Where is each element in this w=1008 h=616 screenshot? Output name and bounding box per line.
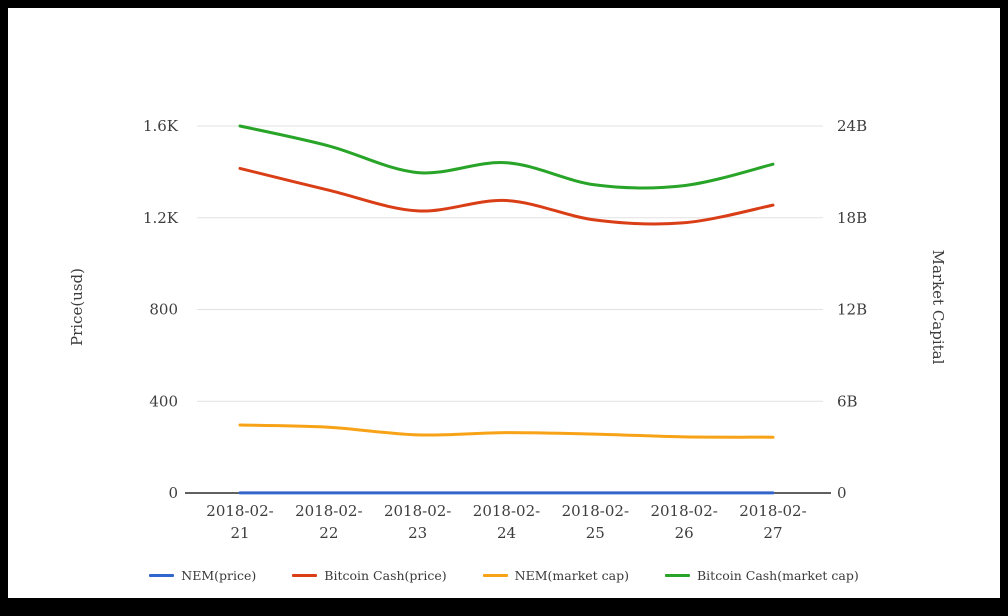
y-axis-tick-label-right: 6B [837,392,858,410]
legend-label: NEM(market cap) [514,568,629,583]
dual-axis-line-chart: 0 0 400 6B 800 12B 1.2K 18B 1.6K 24B 2018-02- 21 201… [8,8,1000,598]
legend-item-bitcoin-cash-market-cap[interactable]: Bitcoin Cash(market cap) [665,568,859,583]
y-axis-tick-label-right: 24B [837,117,867,135]
y-axis-tick-label-right: 0 [837,484,847,502]
legend-label: Bitcoin Cash(price) [324,568,447,583]
legend-item-bitcoin-cash-price[interactable]: Bitcoin Cash(price) [292,568,447,583]
x-axis-tick-label: 2018-02- [650,502,717,520]
y-axis-tick-label-left: 800 [149,301,178,319]
x-axis-tick-label: 27 [763,524,782,542]
y-axis-tick-label-left: 400 [149,392,178,410]
chart-plot: 0 0 400 6B 800 12B 1.2K 18B 1.6K 24B 2018-02- 21 201… [143,117,867,542]
right-axis-title: Market Capital [929,249,947,365]
x-axis-tick-label: 2018-02- [739,502,806,520]
y-axis-tick-label-right: 12B [837,301,867,319]
x-axis-tick-label: 23 [408,524,427,542]
y-axis-tick-label-left: 0 [168,484,178,502]
series-line-bitcoin-cash-price [238,166,775,226]
legend-swatch-icon [292,574,318,577]
x-axis-tick-label: 24 [497,524,516,542]
x-axis-tick-label: 21 [230,524,249,542]
series-line-nem-market-cap [238,423,775,439]
legend-label: Bitcoin Cash(market cap) [697,568,859,583]
legend-swatch-icon [482,574,508,577]
left-axis-title: Price(usd) [68,267,86,347]
x-axis-tick-label: 2018-02- [473,502,540,520]
y-axis-tick-label-left: 1.6K [143,117,179,135]
y-axis-tick-label-right: 18B [837,209,867,227]
legend-item-nem-price[interactable]: NEM(price) [149,568,256,583]
legend-swatch-icon [149,574,175,577]
x-axis-tick-label: 2018-02- [384,502,451,520]
legend-label: NEM(price) [181,568,257,583]
legend-swatch-icon [665,574,690,577]
series-line-bitcoin-cash-market-cap [238,124,775,190]
legend: NEM(price) Bitcoin Cash(price) NEM(market … [8,568,1000,583]
legend-item-nem-market-cap[interactable]: NEM(market cap) [482,568,629,583]
x-axis-tick-label: 26 [675,524,694,542]
x-axis-tick-label: 2018-02- [562,502,629,520]
x-axis-tick-label: 2018-02- [206,502,273,520]
x-axis-tick-label: 22 [319,524,338,542]
x-axis-tick-label: 25 [586,524,605,542]
y-axis-tick-label-left: 1.2K [143,209,179,227]
x-axis-tick-label: 2018-02- [295,502,362,520]
